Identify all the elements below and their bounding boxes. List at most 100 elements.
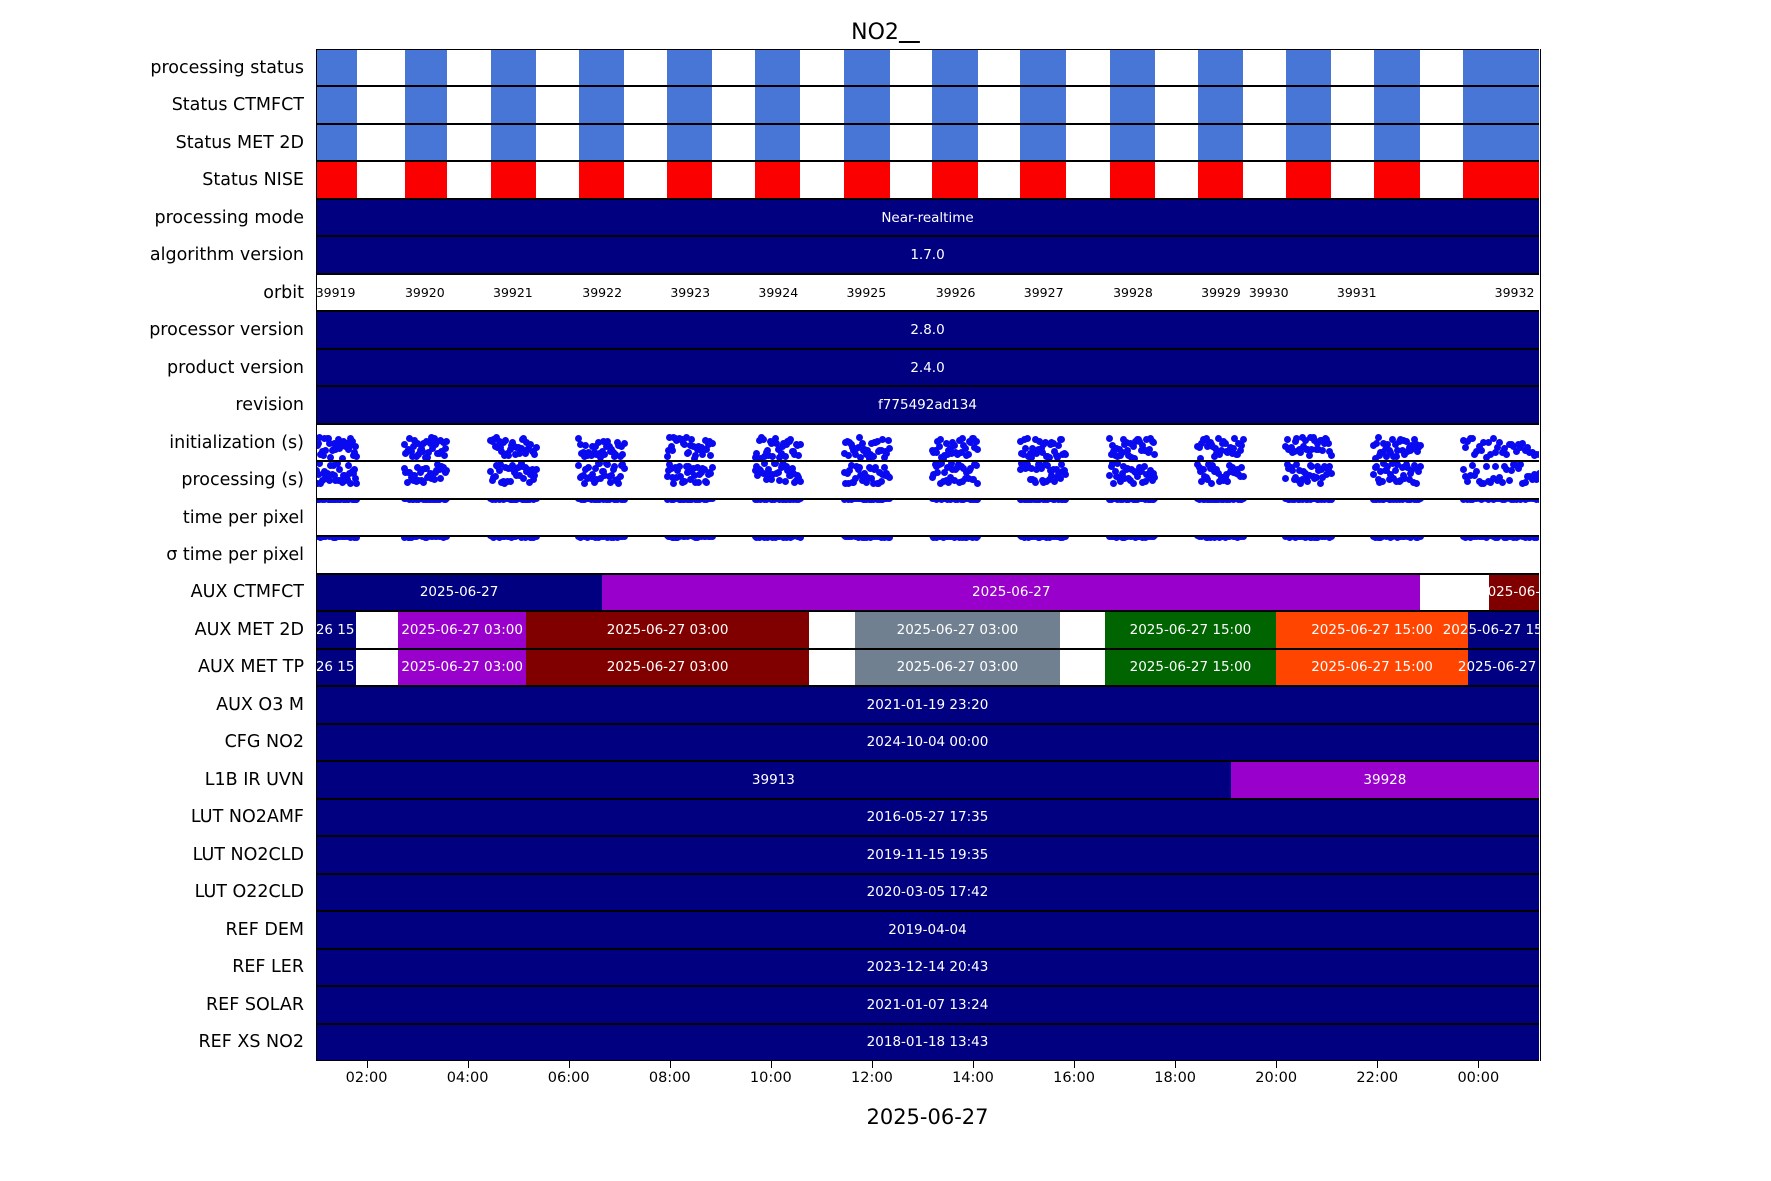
scatter-point [1289, 467, 1297, 475]
scatter-point [1016, 466, 1024, 473]
scatter-point [517, 445, 525, 453]
scatter-point [1404, 464, 1412, 472]
scatter-point [857, 471, 865, 479]
scatter-point [1027, 464, 1035, 472]
scatter-point [1239, 473, 1247, 481]
orbit-number: 39931 [1336, 285, 1377, 301]
scatter-point [1151, 537, 1159, 540]
scatter-point [1239, 499, 1247, 503]
scatter-point [324, 434, 332, 442]
scatter-point [858, 439, 866, 447]
scatter-point [1517, 462, 1525, 469]
scatter-point [344, 462, 352, 470]
scatter-point [438, 448, 446, 456]
scatter-point [613, 438, 621, 446]
timeline-segment: 2025-06-27 [602, 574, 1421, 611]
scatter-point [1060, 467, 1068, 475]
scatter-point [854, 444, 862, 452]
scatter-point [1388, 462, 1396, 468]
scatter-point [316, 434, 324, 442]
timeline-row: 2021-01-07 13:24 [316, 986, 1539, 1024]
scatter-point [524, 446, 532, 454]
scatter-point [1236, 447, 1244, 455]
scatter-point [620, 499, 628, 504]
scatter-point [338, 478, 346, 486]
flag-block [404, 87, 447, 123]
scatter-point [531, 472, 539, 480]
timeline-row [316, 498, 1539, 537]
scatter-point [348, 437, 356, 445]
scatter-point [974, 499, 982, 504]
timeline-row: f775492ad134 [316, 386, 1539, 424]
scatter-point [776, 476, 784, 484]
scatter-point [849, 443, 857, 451]
scatter-point [443, 499, 451, 503]
timeline-segment: f775492ad134 [316, 387, 1539, 423]
scatter-point [353, 537, 361, 541]
scatter-point [532, 537, 540, 540]
scatter-point [850, 478, 858, 486]
x-axis-tick-label: 00:00 [1457, 1070, 1500, 1086]
scatter-point [677, 473, 685, 481]
scatter-point [1464, 478, 1472, 486]
scatter-point [353, 480, 361, 488]
scatter-point [682, 434, 690, 442]
scatter-point [1370, 471, 1378, 479]
scatter-point [587, 451, 595, 459]
scatter-point [1108, 442, 1116, 450]
scatter-point [754, 472, 762, 480]
orbit-number: 39932 [1494, 285, 1535, 301]
scatter-point [1397, 476, 1405, 484]
scatter-point [1466, 472, 1474, 480]
scatter-point [685, 463, 693, 471]
scatter-point [1468, 435, 1476, 443]
timeline-segment [1420, 574, 1489, 611]
timeline-row: 2.8.0 [316, 311, 1539, 349]
scatter-point [759, 435, 767, 443]
scatter-point [1051, 477, 1059, 485]
scatter-point [496, 462, 504, 468]
timeline-row [316, 86, 1539, 124]
timeline-row [316, 536, 1539, 574]
row-label-orbit: orbit [263, 282, 304, 303]
scatter-point [670, 479, 678, 487]
row-label-aux-ctmfct: AUX CTMFCT [190, 582, 304, 603]
scatter-point [590, 479, 598, 487]
scatter-point [1327, 499, 1335, 503]
scatter-point [664, 447, 672, 455]
scatter-point [1058, 436, 1066, 444]
scatter-point [1489, 475, 1497, 483]
timeline-segment: 2016-05-27 17:35 [316, 799, 1539, 836]
flag-block [1285, 50, 1332, 86]
timeline-row: 2019-04-04 [316, 911, 1539, 949]
flag-block [844, 162, 890, 198]
scatter-point [1320, 439, 1328, 447]
scatter-point [796, 499, 804, 503]
scatter-point [1503, 465, 1511, 473]
scatter-point [1124, 465, 1132, 473]
scatter-point [324, 472, 332, 480]
scatter-point [589, 471, 597, 479]
x-axis-tick [1175, 1061, 1177, 1068]
scatter-point [964, 451, 972, 459]
row-label-lut-no2amf: LUT NO2AMF [190, 807, 304, 828]
page-title: NO2 [0, 20, 1771, 45]
scatter-point [678, 435, 686, 443]
scatter-point [1213, 465, 1221, 473]
scatter-point [1491, 462, 1499, 470]
scatter-point [1377, 467, 1385, 475]
scatter-point [673, 474, 681, 481]
scatter-point [1056, 474, 1064, 482]
scatter-point [611, 462, 619, 470]
scatter-point [1313, 440, 1321, 448]
scatter-point [620, 464, 628, 472]
scatter-point [1111, 468, 1119, 476]
scatter-point [1319, 474, 1327, 482]
scatter-point [791, 451, 799, 459]
scatter-point [868, 475, 876, 483]
timeline-segment: 2021-01-07 13:24 [316, 987, 1539, 1023]
flag-block [755, 162, 801, 198]
flag-block [1109, 162, 1155, 198]
scatter-point [668, 447, 676, 455]
scatter-point [318, 476, 326, 484]
